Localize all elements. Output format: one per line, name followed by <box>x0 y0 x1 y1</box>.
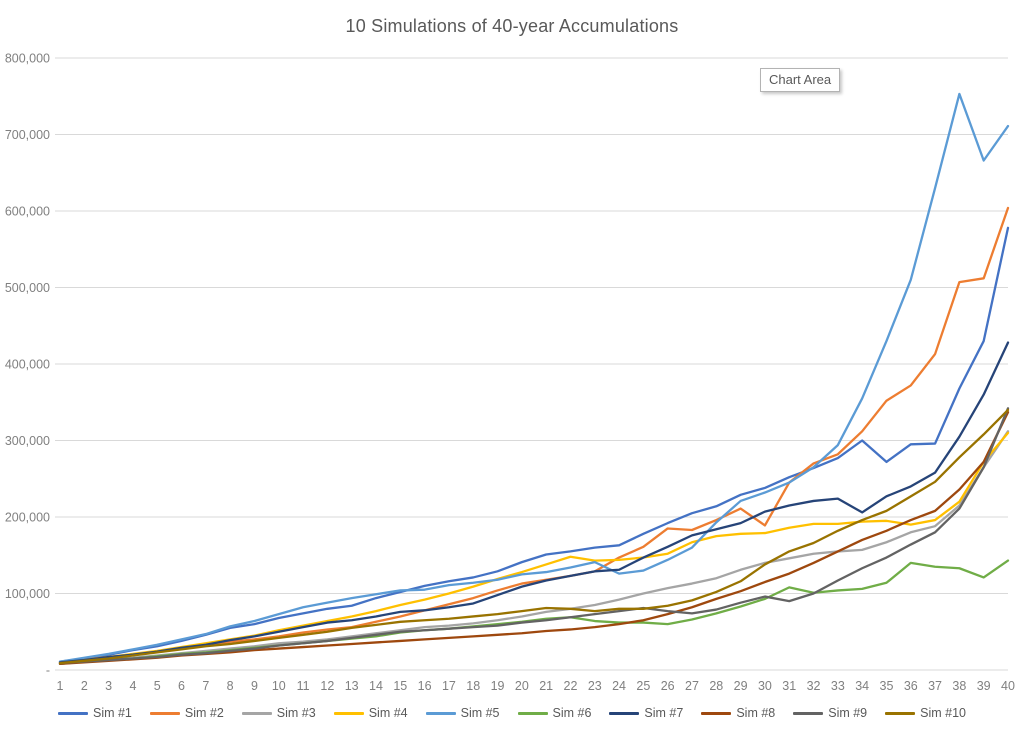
x-axis-tick-label: 24 <box>612 679 626 693</box>
series-line-sim-2[interactable] <box>58 206 1010 664</box>
x-axis-tick-label: 15 <box>393 679 407 693</box>
legend-swatch-icon <box>701 711 732 715</box>
legend-swatch-icon <box>885 711 916 715</box>
y-axis-tick-label: 500,000 <box>5 281 50 295</box>
x-axis-tick-label: 33 <box>831 679 845 693</box>
x-axis-tick-label: 11 <box>297 679 310 693</box>
y-axis-tick-label: 400,000 <box>5 358 50 372</box>
x-axis-tick-label: 23 <box>588 679 602 693</box>
x-axis-tick-label: 3 <box>105 679 112 693</box>
x-axis-tick-label: 37 <box>928 679 942 693</box>
x-axis-tick-label: 14 <box>369 679 383 693</box>
chart-title: 10 Simulations of 40-year Accumulations <box>345 16 679 36</box>
legend-item-sim-3[interactable]: Sim #3 <box>241 706 316 720</box>
x-axis-tick-label: 32 <box>807 679 821 693</box>
legend-label: Sim #7 <box>644 706 684 720</box>
legend-label: Sim #6 <box>552 706 592 720</box>
legend-label: Sim #8 <box>736 706 776 720</box>
legend-swatch-icon <box>425 711 456 715</box>
x-axis-tick-label: 34 <box>855 679 869 693</box>
legend-swatch-icon <box>517 711 548 715</box>
chart-area-tooltip: Chart Area <box>760 68 841 92</box>
legend-swatch-icon <box>149 711 180 715</box>
legend-item-sim-7[interactable]: Sim #7 <box>609 706 683 720</box>
y-axis-tick-label: 200,000 <box>5 511 50 525</box>
series-line-sim-10[interactable] <box>58 408 1010 665</box>
legend-item-sim-1[interactable]: Sim #1 <box>57 706 132 720</box>
series-line-sim-9[interactable] <box>58 407 1010 665</box>
x-axis-tick-label: 4 <box>129 679 136 693</box>
x-axis-tick-label: 39 <box>977 679 991 693</box>
x-axis-tick-label: 30 <box>758 679 772 693</box>
legend-label: Sim #9 <box>828 706 868 720</box>
series-line-sim-1[interactable] <box>58 226 1010 663</box>
legend-label: Sim #2 <box>184 706 224 720</box>
legend-item-sim-2[interactable]: Sim #2 <box>149 706 224 720</box>
x-axis-tick-label: 20 <box>515 679 529 693</box>
series-line-sim-8[interactable] <box>58 411 1010 666</box>
x-axis-tick-label: 9 <box>251 679 258 693</box>
x-axis-tick-label: 12 <box>320 679 334 693</box>
legend-swatch-icon <box>333 711 364 715</box>
y-axis-tick-label: 600,000 <box>5 205 50 219</box>
x-axis-tick-label: 8 <box>227 679 234 693</box>
series-line-sim-5[interactable] <box>58 92 1010 663</box>
x-axis-tick-label: 38 <box>952 679 966 693</box>
legend-item-sim-8[interactable]: Sim #8 <box>701 706 775 720</box>
x-axis-tick-label: 2 <box>81 679 88 693</box>
legend-item-sim-4[interactable]: Sim #4 <box>333 706 408 720</box>
x-axis-tick-label: 31 <box>782 679 796 693</box>
legend-label: Sim #3 <box>276 706 316 720</box>
legend-swatch-icon <box>57 711 88 715</box>
x-axis-tick-label: 19 <box>491 679 505 693</box>
x-axis-tick-label: 5 <box>154 679 161 693</box>
x-axis-tick-label: 25 <box>636 679 650 693</box>
x-axis-tick-label: 36 <box>904 679 918 693</box>
x-axis-tick-label: 1 <box>57 679 64 693</box>
legend-item-sim-10[interactable]: Sim #10 <box>885 706 966 720</box>
legend-label: Sim #1 <box>92 706 132 720</box>
legend-label: Sim #5 <box>460 706 500 720</box>
y-axis-tick-label: 700,000 <box>5 128 50 142</box>
x-axis-tick-label: 6 <box>178 679 185 693</box>
x-axis-tick-label: 10 <box>272 679 286 693</box>
x-axis-tick-label: 35 <box>880 679 894 693</box>
y-axis-tick-label: 800,000 <box>5 52 50 66</box>
legend-label: Sim #4 <box>368 706 408 720</box>
legend-swatch-icon <box>609 711 640 715</box>
chart-legend[interactable]: Sim #1 Sim #2 Sim #3 Sim #4 Sim #5 Sim #6 Sim … <box>0 706 1024 720</box>
x-axis-tick-label: 7 <box>202 679 209 693</box>
x-axis-tick-label: 27 <box>685 679 699 693</box>
y-axis-tick-label: 300,000 <box>5 434 50 448</box>
legend-swatch-icon <box>793 711 824 715</box>
legend-item-sim-5[interactable]: Sim #5 <box>425 706 500 720</box>
plot-area[interactable]: - 100,000 200,000 300,000 400,000 500,000 600,… <box>0 0 1024 700</box>
x-axis-tick-label: 29 <box>734 679 748 693</box>
x-axis-tick-label: 40 <box>1001 679 1015 693</box>
legend-item-sim-9[interactable]: Sim #9 <box>793 706 867 720</box>
series-line-sim-3[interactable] <box>58 430 1010 666</box>
legend-label: Sim #10 <box>920 706 966 720</box>
y-axis-tick-label: 100,000 <box>5 587 50 601</box>
x-axis-tick-label: 26 <box>661 679 675 693</box>
series-line-sim-6[interactable] <box>58 559 1010 666</box>
series-line-sim-7[interactable] <box>58 341 1010 664</box>
x-axis-tick-label: 21 <box>539 679 553 693</box>
x-axis-tick-label: 16 <box>418 679 432 693</box>
x-axis-tick-label: 22 <box>564 679 578 693</box>
x-axis-tick-label: 13 <box>345 679 359 693</box>
y-axis-tick-label: - <box>46 664 50 678</box>
legend-swatch-icon <box>241 711 272 715</box>
x-axis-tick-label: 18 <box>466 679 480 693</box>
x-axis-tick-label: 28 <box>709 679 723 693</box>
legend-item-sim-6[interactable]: Sim #6 <box>517 706 592 720</box>
x-axis-tick-label: 17 <box>442 679 456 693</box>
